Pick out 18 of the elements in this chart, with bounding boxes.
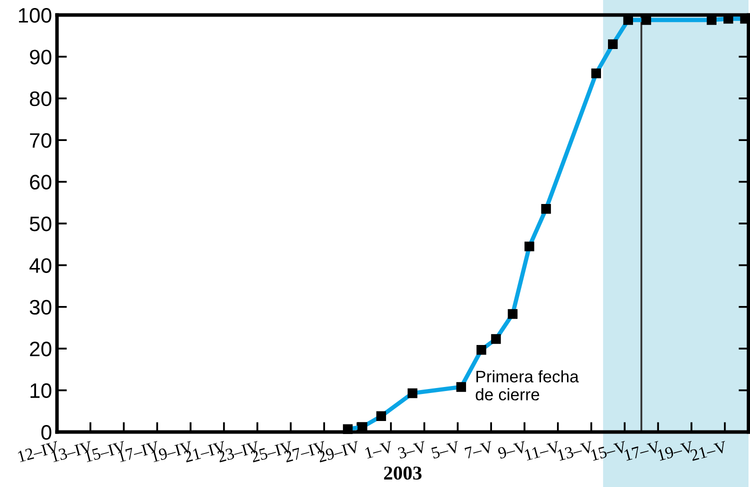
y-tick-label: 20 <box>30 342 52 356</box>
x-axis-title: 2003 <box>384 466 422 480</box>
y-tick-label: 70 <box>30 133 52 148</box>
y-tick-label: 40 <box>29 258 52 273</box>
y-tick-label: 10 <box>30 383 52 398</box>
y-tick-label: 0 <box>41 425 52 440</box>
y-tick-label: 50 <box>30 216 52 232</box>
y-tick-label: 30 <box>30 300 52 315</box>
y-tick-label: 60 <box>30 174 52 190</box>
x-tick-label: 21–V <box>690 440 728 462</box>
x-tick-label: 1–V <box>364 440 394 459</box>
y-tick-label: 100 <box>18 8 52 23</box>
x-tick-label: 3–V <box>397 440 428 459</box>
y-tick-label: 90 <box>30 50 52 64</box>
x-tick-label: 7–V <box>464 441 494 459</box>
annotation: Primera fecha de cierre <box>476 370 579 400</box>
x-tick-label: 5–V <box>431 441 461 459</box>
y-tick-label: 80 <box>30 91 52 106</box>
